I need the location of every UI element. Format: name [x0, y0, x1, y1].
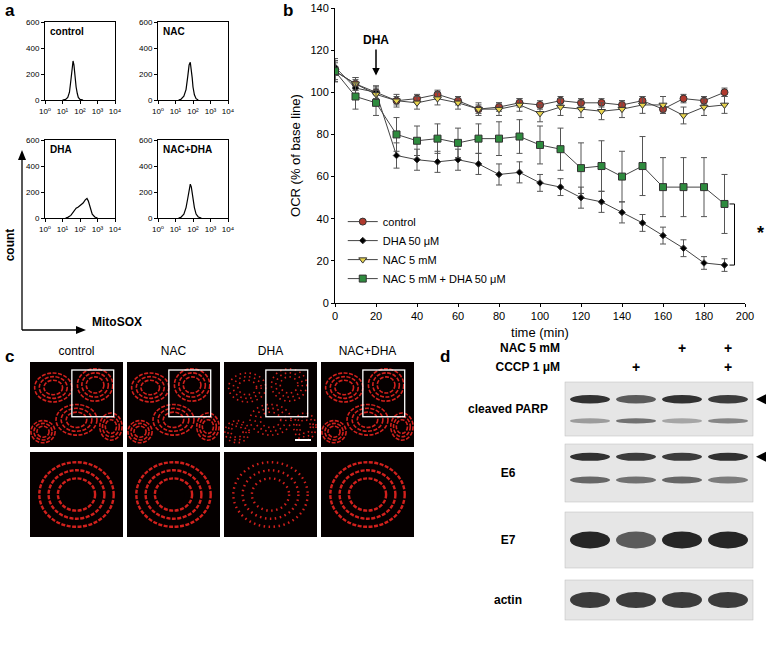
- svg-text:+: +: [724, 359, 732, 375]
- svg-text:actin: actin: [494, 593, 522, 607]
- svg-text:10²: 10²: [187, 107, 199, 116]
- svg-text:400: 400: [26, 162, 40, 171]
- svg-text:200: 200: [26, 70, 40, 79]
- svg-text:10⁴: 10⁴: [222, 225, 235, 234]
- svg-text:NAC: NAC: [163, 26, 185, 37]
- svg-text:10³: 10³: [92, 225, 104, 234]
- svg-text:10¹: 10¹: [170, 107, 182, 116]
- svg-text:0: 0: [148, 214, 153, 223]
- svg-text:40: 40: [317, 213, 329, 225]
- svg-text:10⁰: 10⁰: [152, 107, 164, 116]
- svg-text:0: 0: [148, 96, 153, 105]
- svg-text:NAC+DHA: NAC+DHA: [163, 144, 212, 155]
- svg-text:400: 400: [139, 162, 153, 171]
- svg-text:DHA: DHA: [258, 344, 283, 358]
- svg-text:MitoSOX: MitoSOX: [92, 315, 142, 329]
- svg-text:10²: 10²: [74, 225, 86, 234]
- svg-text:120: 120: [310, 44, 328, 56]
- svg-text:140: 140: [310, 2, 328, 14]
- svg-text:E7: E7: [501, 533, 516, 547]
- svg-text:E6: E6: [501, 466, 516, 480]
- svg-text:NAC+DHA: NAC+DHA: [339, 344, 397, 358]
- svg-text:count: count: [3, 229, 17, 262]
- svg-text:200: 200: [139, 70, 153, 79]
- svg-text:+: +: [724, 340, 732, 356]
- svg-text:20: 20: [317, 255, 329, 267]
- svg-text:10⁴: 10⁴: [222, 107, 235, 116]
- svg-text:10²: 10²: [187, 225, 199, 234]
- svg-text:control: control: [50, 26, 84, 37]
- svg-text:0: 0: [35, 214, 40, 223]
- svg-text:DHA: DHA: [50, 144, 72, 155]
- svg-text:10³: 10³: [205, 225, 217, 234]
- svg-text:140: 140: [613, 310, 631, 322]
- svg-text:10³: 10³: [92, 107, 104, 116]
- svg-text:10⁴: 10⁴: [109, 107, 122, 116]
- svg-text:NAC 5 mM: NAC 5 mM: [500, 341, 560, 355]
- svg-text:80: 80: [317, 128, 329, 140]
- svg-text:400: 400: [139, 44, 153, 53]
- svg-text:10⁴: 10⁴: [109, 225, 122, 234]
- svg-text:10¹: 10¹: [170, 225, 182, 234]
- svg-text:c: c: [5, 347, 14, 366]
- svg-text:d: d: [440, 347, 450, 366]
- svg-text:10²: 10²: [74, 107, 86, 116]
- svg-text:0: 0: [323, 297, 329, 309]
- svg-text:40: 40: [411, 310, 423, 322]
- svg-text:time (min): time (min): [511, 325, 569, 340]
- svg-text:*: *: [757, 223, 764, 243]
- svg-text:NAC 5 mM + DHA 50 μM: NAC 5 mM + DHA 50 μM: [383, 273, 506, 285]
- svg-text:60: 60: [452, 310, 464, 322]
- svg-text:600: 600: [139, 136, 153, 145]
- svg-text:cleaved PARP: cleaved PARP: [468, 402, 548, 416]
- svg-text:10⁰: 10⁰: [152, 225, 164, 234]
- svg-text:400: 400: [26, 44, 40, 53]
- svg-text:20: 20: [370, 310, 382, 322]
- svg-text:120: 120: [572, 310, 590, 322]
- svg-text:NAC 5 mM: NAC 5 mM: [383, 254, 437, 266]
- svg-text:0: 0: [35, 96, 40, 105]
- svg-text:10⁰: 10⁰: [39, 107, 51, 116]
- svg-text:10¹: 10¹: [57, 225, 69, 234]
- svg-text:600: 600: [26, 136, 40, 145]
- svg-text:OCR (% of base line): OCR (% of base line): [288, 94, 303, 217]
- svg-text:NAC: NAC: [161, 344, 187, 358]
- svg-text:a: a: [5, 1, 15, 20]
- svg-text:control: control: [58, 344, 94, 358]
- svg-text:CCCP 1 μM: CCCP 1 μM: [496, 360, 560, 374]
- svg-text:+: +: [678, 340, 686, 356]
- svg-text:10¹: 10¹: [57, 107, 69, 116]
- svg-text:200: 200: [26, 188, 40, 197]
- svg-text:180: 180: [695, 310, 713, 322]
- svg-text:600: 600: [139, 18, 153, 27]
- svg-text:200: 200: [139, 188, 153, 197]
- svg-text:600: 600: [26, 18, 40, 27]
- svg-text:160: 160: [654, 310, 672, 322]
- svg-text:+: +: [632, 359, 640, 375]
- svg-text:10³: 10³: [205, 107, 217, 116]
- svg-text:DHA 50 μM: DHA 50 μM: [383, 235, 439, 247]
- svg-text:100: 100: [531, 310, 549, 322]
- svg-text:b: b: [283, 1, 293, 20]
- svg-text:80: 80: [493, 310, 505, 322]
- svg-text:0: 0: [332, 310, 338, 322]
- svg-text:60: 60: [317, 170, 329, 182]
- svg-text:DHA: DHA: [363, 33, 389, 47]
- svg-text:control: control: [383, 216, 416, 228]
- svg-text:200: 200: [736, 310, 754, 322]
- svg-text:10⁰: 10⁰: [39, 225, 51, 234]
- svg-text:100: 100: [310, 86, 328, 98]
